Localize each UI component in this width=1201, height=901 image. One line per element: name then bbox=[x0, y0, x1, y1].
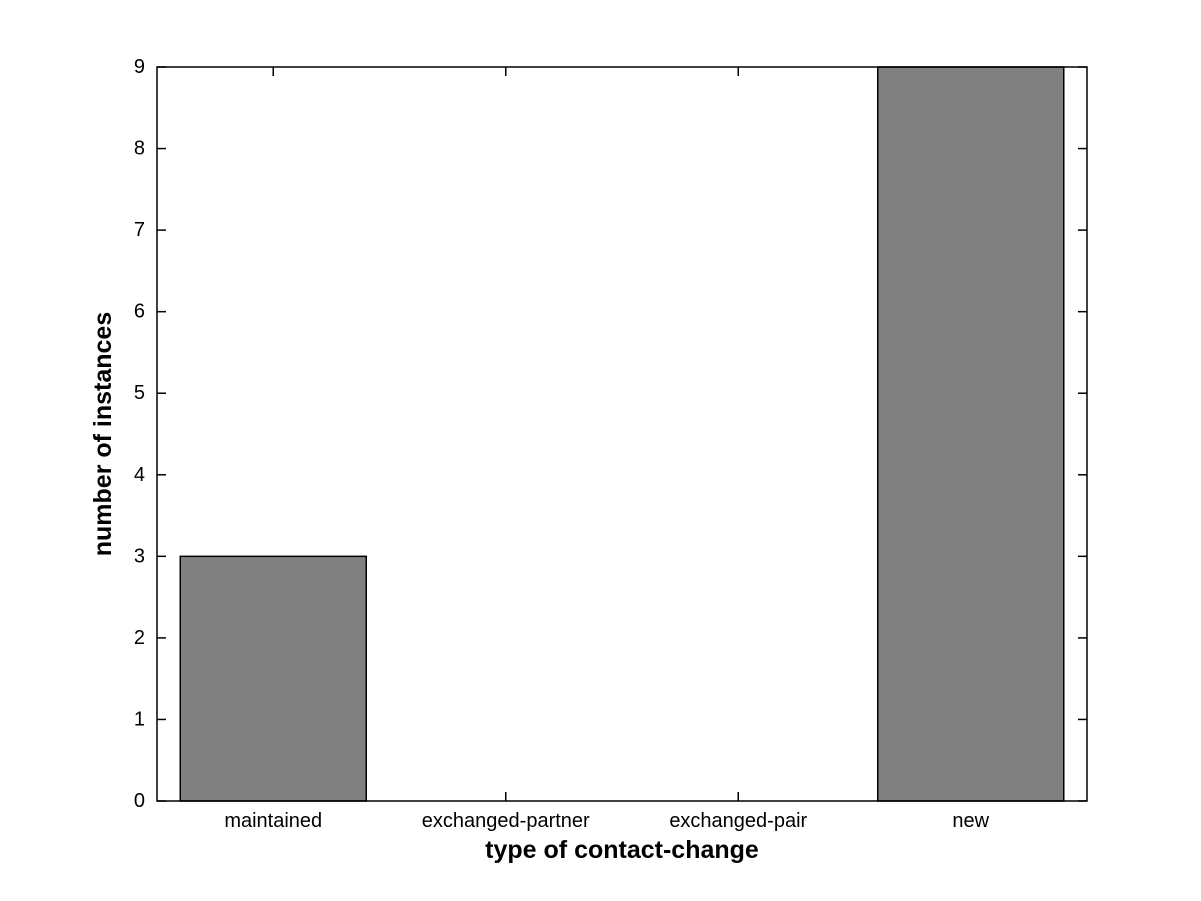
y-tick-label: 1 bbox=[134, 708, 145, 730]
y-tick-label: 5 bbox=[134, 382, 145, 404]
bar-layer bbox=[179, 66, 1065, 802]
bar-new bbox=[877, 66, 1065, 802]
bar-maintained bbox=[179, 555, 367, 802]
y-tick-label: 6 bbox=[134, 301, 145, 323]
y-tick-label: 3 bbox=[134, 545, 145, 567]
y-tick-label: 9 bbox=[134, 56, 145, 78]
y-tick-label: 7 bbox=[134, 219, 145, 241]
x-tick-label: exchanged-pair bbox=[669, 810, 807, 832]
y-tick-label: 0 bbox=[134, 790, 145, 812]
x-tick-label: exchanged-partner bbox=[422, 810, 590, 832]
axes-box-layer bbox=[156, 66, 1088, 802]
tick-label-layer: 0 1 2 3 4 5 6 7 8 9 maintained exchanged-partner exc… bbox=[134, 56, 990, 832]
y-axis-label: number of instances bbox=[89, 312, 117, 557]
x-tick-label: maintained bbox=[224, 810, 322, 832]
axes-box bbox=[156, 66, 1088, 802]
y-tick-label: 2 bbox=[134, 627, 145, 649]
y-tick-label: 4 bbox=[134, 464, 145, 486]
x-axis-label: type of contact-change bbox=[485, 836, 759, 864]
y-tick-label: 8 bbox=[134, 138, 145, 160]
x-tick-label: new bbox=[952, 810, 989, 832]
